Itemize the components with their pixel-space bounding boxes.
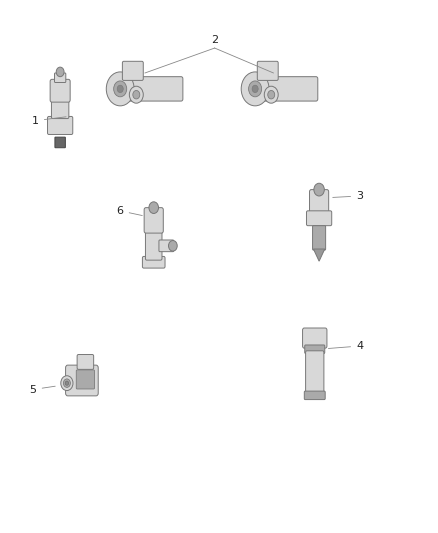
FancyBboxPatch shape: [159, 240, 174, 252]
FancyBboxPatch shape: [304, 391, 325, 400]
Circle shape: [61, 376, 73, 391]
FancyBboxPatch shape: [310, 190, 328, 214]
FancyBboxPatch shape: [77, 354, 94, 369]
FancyBboxPatch shape: [55, 137, 65, 148]
FancyBboxPatch shape: [253, 77, 318, 101]
FancyBboxPatch shape: [122, 61, 143, 80]
FancyBboxPatch shape: [313, 225, 325, 250]
Circle shape: [114, 81, 127, 97]
FancyBboxPatch shape: [306, 351, 324, 394]
FancyBboxPatch shape: [142, 256, 165, 268]
FancyBboxPatch shape: [50, 79, 70, 102]
Circle shape: [65, 381, 69, 385]
FancyBboxPatch shape: [54, 73, 66, 83]
Circle shape: [56, 67, 64, 77]
Text: 6: 6: [117, 206, 142, 216]
Text: 4: 4: [328, 341, 363, 351]
Text: 1: 1: [32, 116, 66, 126]
Circle shape: [129, 86, 143, 103]
Text: 2: 2: [211, 35, 218, 45]
Circle shape: [106, 72, 134, 106]
Circle shape: [169, 240, 177, 251]
FancyBboxPatch shape: [303, 328, 327, 348]
Circle shape: [268, 91, 275, 99]
FancyBboxPatch shape: [144, 208, 163, 233]
Circle shape: [249, 81, 261, 97]
FancyBboxPatch shape: [307, 211, 332, 225]
Circle shape: [264, 86, 278, 103]
Circle shape: [314, 183, 324, 196]
Circle shape: [64, 379, 71, 387]
Circle shape: [252, 85, 258, 93]
Polygon shape: [314, 249, 325, 261]
Text: 5: 5: [30, 384, 55, 394]
FancyBboxPatch shape: [76, 370, 95, 389]
FancyBboxPatch shape: [145, 229, 162, 260]
Circle shape: [241, 72, 269, 106]
Circle shape: [117, 85, 123, 93]
Circle shape: [133, 91, 140, 99]
Circle shape: [149, 202, 159, 214]
FancyBboxPatch shape: [51, 99, 69, 118]
FancyBboxPatch shape: [118, 77, 183, 101]
FancyBboxPatch shape: [305, 345, 325, 353]
FancyBboxPatch shape: [47, 116, 73, 134]
FancyBboxPatch shape: [66, 365, 98, 396]
Text: 3: 3: [333, 191, 363, 201]
FancyBboxPatch shape: [257, 61, 278, 80]
